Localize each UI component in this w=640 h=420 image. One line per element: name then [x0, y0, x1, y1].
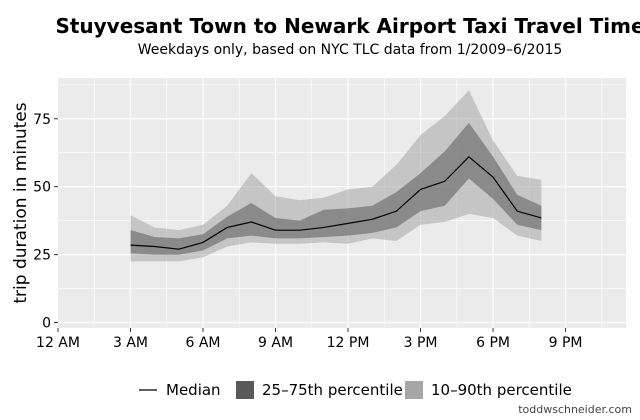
legend-label-p90: 10–90th percentile	[431, 381, 572, 399]
x-tick-label: 6 AM	[186, 335, 221, 351]
x-axis: 12 AM 3 AM 6 AM 9 AM 12 PM 3 PM 6 PM 9 PM	[36, 328, 583, 351]
grid-lines	[58, 78, 626, 328]
x-tick-label: 12 AM	[36, 335, 80, 351]
y-axis-label: trip duration in minutes	[11, 102, 31, 303]
x-tick-label: 9 AM	[258, 335, 293, 351]
x-tick-label: 9 PM	[549, 335, 583, 351]
legend: Median 25–75th percentile 10–90th percen…	[139, 381, 572, 399]
chart-subtitle: Weekdays only, based on NYC TLC data fro…	[137, 42, 563, 58]
x-tick-label: 3 PM	[404, 335, 438, 351]
x-tick-label: 6 PM	[476, 335, 510, 351]
y-tick-label: 75	[33, 112, 51, 128]
y-tick-label: 0	[42, 316, 51, 332]
y-tick-label: 25	[33, 248, 51, 264]
band-25-75-area	[130, 122, 542, 255]
credit-text: toddwschneider.com	[518, 403, 632, 416]
legend-key-p90	[405, 381, 423, 399]
median-line	[130, 155, 542, 250]
band-25-75	[130, 122, 542, 255]
x-tick-label: 3 AM	[113, 335, 148, 351]
y-tick-label: 50	[33, 180, 51, 196]
median-line-group	[130, 155, 542, 250]
x-tick-label: 12 PM	[327, 335, 370, 351]
legend-label-median: Median	[166, 381, 221, 399]
chart-title: Stuyvesant Town to Newark Airport Taxi T…	[55, 14, 640, 38]
legend-key-iqr	[236, 381, 254, 399]
legend-label-iqr: 25–75th percentile	[262, 381, 403, 399]
y-axis: 0 25 50 75	[33, 112, 58, 332]
